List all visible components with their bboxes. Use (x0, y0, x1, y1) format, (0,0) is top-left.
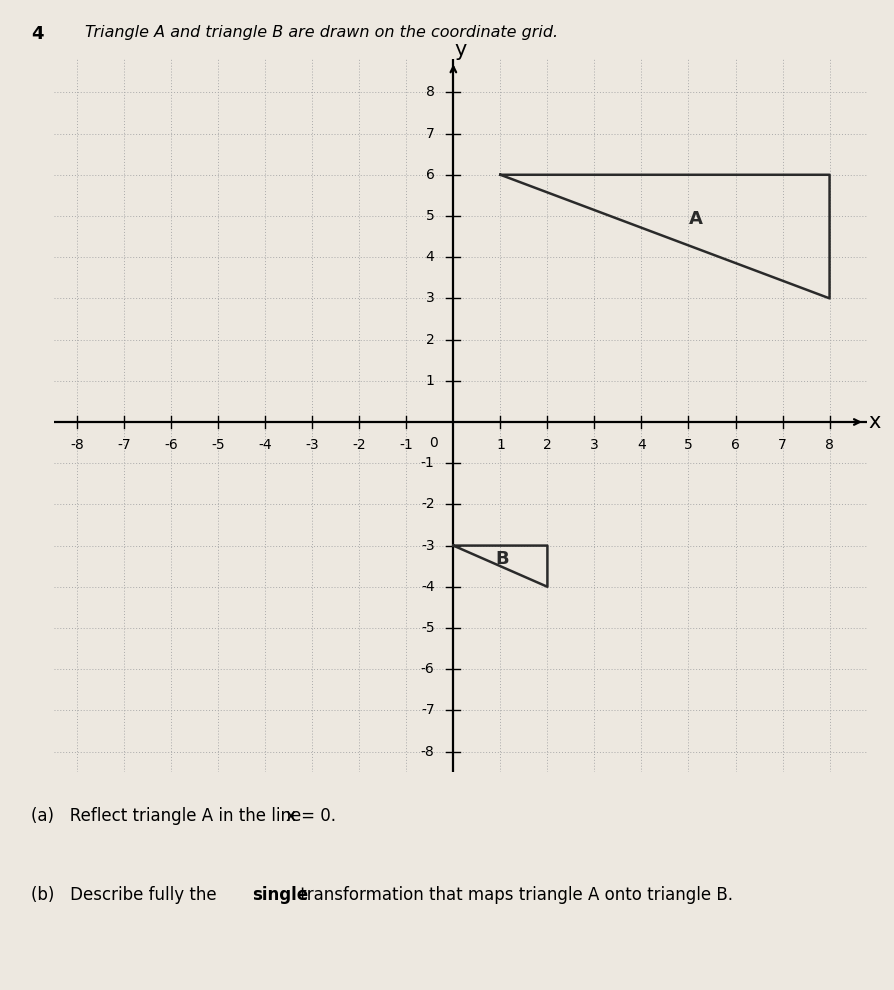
Text: 7: 7 (778, 439, 787, 452)
Text: -3: -3 (306, 439, 319, 452)
Text: 0: 0 (429, 436, 438, 449)
Text: x: x (868, 412, 881, 432)
Text: -2: -2 (352, 439, 367, 452)
Text: -8: -8 (71, 439, 84, 452)
Text: 8: 8 (426, 85, 434, 99)
Text: 6: 6 (426, 167, 434, 182)
Text: 3: 3 (426, 291, 434, 305)
Text: 3: 3 (590, 439, 599, 452)
Text: -5: -5 (421, 621, 434, 635)
Text: -1: -1 (400, 439, 413, 452)
Text: 4: 4 (31, 25, 44, 43)
Text: 5: 5 (426, 209, 434, 223)
Text: transformation that maps triangle A onto triangle B.: transformation that maps triangle A onto… (295, 886, 733, 904)
Text: 1: 1 (496, 439, 505, 452)
Text: -3: -3 (421, 539, 434, 552)
Text: A: A (688, 210, 703, 229)
Text: (b)   Describe fully the: (b) Describe fully the (31, 886, 223, 904)
Text: -8: -8 (421, 744, 434, 758)
Text: 7: 7 (426, 127, 434, 141)
Text: 1: 1 (426, 374, 434, 388)
Text: y: y (454, 41, 467, 60)
Text: 4: 4 (637, 439, 645, 452)
Text: -7: -7 (117, 439, 131, 452)
Text: -6: -6 (164, 439, 178, 452)
Text: -4: -4 (421, 580, 434, 594)
Text: x = 0.: x = 0. (286, 807, 336, 825)
Text: 6: 6 (731, 439, 740, 452)
Text: -5: -5 (211, 439, 225, 452)
Text: (a)   Reflect triangle A in the line: (a) Reflect triangle A in the line (31, 807, 307, 825)
Text: 5: 5 (684, 439, 693, 452)
Text: -7: -7 (421, 704, 434, 718)
Text: Triangle A and triangle B are drawn on the coordinate grid.: Triangle A and triangle B are drawn on t… (85, 25, 558, 40)
Text: single: single (252, 886, 308, 904)
Text: 2: 2 (543, 439, 552, 452)
Text: -4: -4 (258, 439, 272, 452)
Text: 8: 8 (825, 439, 834, 452)
Text: -6: -6 (421, 662, 434, 676)
Text: 4: 4 (426, 250, 434, 264)
Text: 2: 2 (426, 333, 434, 346)
Text: -1: -1 (421, 456, 434, 470)
Text: -2: -2 (421, 497, 434, 512)
Text: B: B (495, 550, 510, 568)
